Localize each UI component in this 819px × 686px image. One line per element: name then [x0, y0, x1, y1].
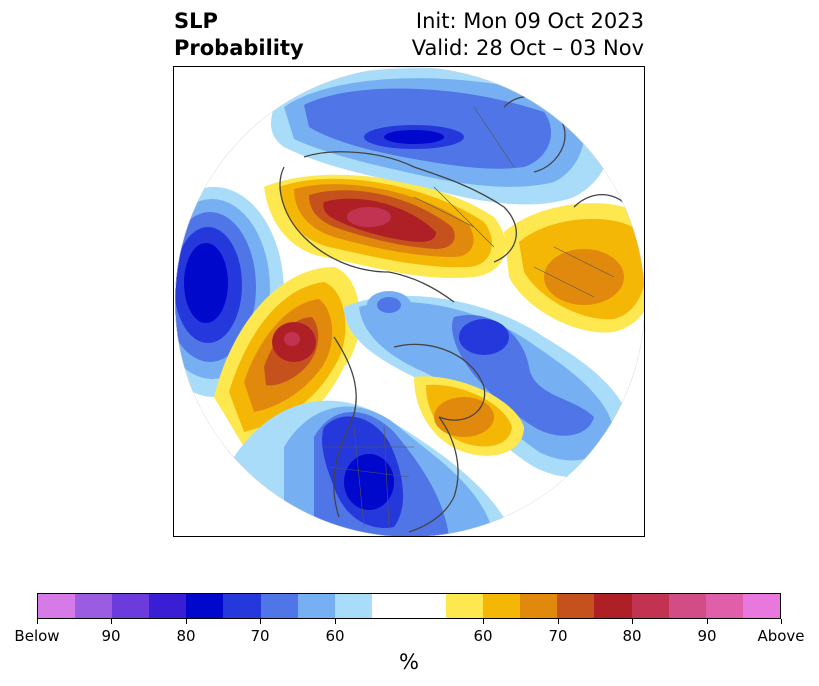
- colorbar-segment: [371, 594, 409, 618]
- colorbar: [37, 593, 781, 619]
- colorbar-segment: [594, 594, 632, 618]
- country-borders: [324, 106, 615, 528]
- colorbar-segment: [668, 594, 706, 618]
- coastlines: [279, 96, 635, 533]
- colorbar-tickmark: [37, 619, 38, 624]
- colorbar-tick-label: 70: [250, 627, 270, 645]
- colorbar-segment: [260, 594, 298, 618]
- western-us-below-region: [234, 400, 514, 536]
- colorbar-tickmark: [335, 619, 336, 624]
- valid-range: Valid: 28 Oct – 03 Nov: [411, 36, 644, 60]
- colorbar-segment: [446, 594, 484, 618]
- colorbar-tick-label: Above: [757, 627, 805, 645]
- colorbar-segment: [334, 594, 372, 618]
- title-line-2: Probability: [174, 36, 304, 60]
- colorbar-segment: [631, 594, 669, 618]
- colorbar-tickmark: [558, 619, 559, 624]
- colorbar-tick-label: 70: [548, 627, 568, 645]
- colorbar-segment: [297, 594, 335, 618]
- colorbar-segment: [38, 594, 76, 618]
- colorbar-segment: [223, 594, 261, 618]
- colorbar-tickmark: [260, 619, 261, 624]
- forecast-dates: Init: Mon 09 Oct 2023 Valid: 28 Oct – 03…: [412, 8, 644, 62]
- colorbar-segment: [149, 594, 187, 618]
- colorbar-tickmark: [632, 619, 633, 624]
- colorbar-segment: [112, 594, 150, 618]
- title-line-1: SLP: [174, 9, 218, 33]
- colorbar-tickmark: [483, 619, 484, 624]
- colorbar-tickmark: [707, 619, 708, 624]
- europe-above-region: [504, 203, 644, 333]
- colorbar-tick-label: 60: [473, 627, 493, 645]
- colorbar-segment: [742, 594, 780, 618]
- colorbar-tick-label: 90: [697, 627, 717, 645]
- colorbar-segment: [520, 594, 558, 618]
- colorbar-tick-label: 60: [325, 627, 345, 645]
- map-title: SLP Probability: [174, 8, 304, 62]
- colorbar-tickmark: [186, 619, 187, 624]
- alaska-gulf-above-region: [214, 267, 361, 447]
- colorbar-segment: [705, 594, 743, 618]
- colorbar-tickmark: [781, 619, 782, 624]
- colorbar-tick-label: Below: [14, 627, 60, 645]
- colorbar-segment: [408, 594, 447, 618]
- colorbar-segment: [75, 594, 113, 618]
- colorbar-segment: [483, 594, 521, 618]
- colorbar-segment: [557, 594, 595, 618]
- init-date: Init: Mon 09 Oct 2023: [415, 9, 644, 33]
- colorbar-tick-label: 80: [622, 627, 642, 645]
- colorbar-tick-label: 80: [176, 627, 196, 645]
- greenland-below-region: [344, 291, 634, 478]
- colorbar-tickmark: [111, 619, 112, 624]
- colorbar-tick-label: 90: [101, 627, 121, 645]
- polar-map: [175, 67, 644, 536]
- siberia-above-region: [264, 174, 506, 278]
- unit-label: %: [399, 650, 419, 674]
- map-panel: [173, 66, 645, 537]
- colorbar-segment: [186, 594, 224, 618]
